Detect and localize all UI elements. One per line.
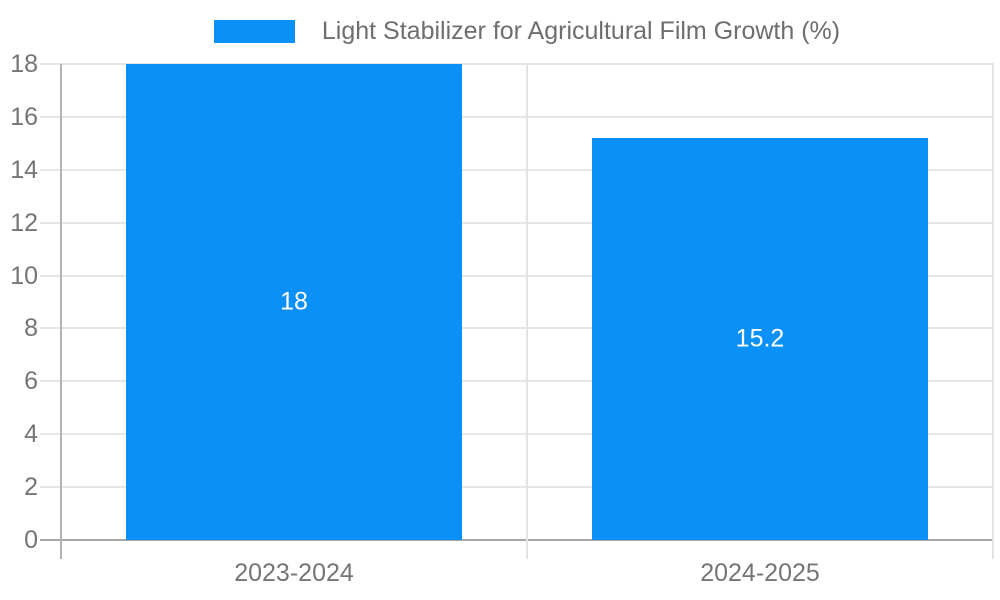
y-axis-tick-label: 12 xyxy=(10,208,38,237)
y-axis-tick-label: 4 xyxy=(24,420,38,449)
bar-value-label: 18 xyxy=(280,287,308,316)
plot-right-border xyxy=(992,64,994,559)
legend-label: Light Stabilizer for Agricultural Film G… xyxy=(321,16,841,45)
x-axis-baseline xyxy=(40,539,994,541)
y-axis-tick-label: 6 xyxy=(24,367,38,396)
bar[interactable] xyxy=(592,138,928,540)
gridline xyxy=(40,221,994,224)
gridline xyxy=(40,63,994,65)
gridline xyxy=(40,115,994,118)
category-divider-line xyxy=(526,64,528,559)
legend: Light Stabilizer for Agricultural Film G… xyxy=(61,17,993,45)
y-axis-tick-label: 0 xyxy=(24,526,38,554)
gridline xyxy=(40,274,994,277)
legend-swatch xyxy=(213,19,295,43)
gridline xyxy=(40,168,994,171)
y-axis-tick-label: 14 xyxy=(10,155,38,184)
bar-value-label: 15.2 xyxy=(735,324,785,353)
gridline xyxy=(40,327,994,330)
gridline xyxy=(40,486,994,489)
y-axis-line xyxy=(60,64,62,559)
x-axis-category-label: 2024-2025 xyxy=(700,559,820,587)
gridline xyxy=(40,433,994,436)
y-axis-tick-label: 10 xyxy=(10,261,38,290)
bar[interactable] xyxy=(126,64,462,540)
x-axis-category-label: 2023-2024 xyxy=(234,559,354,587)
y-axis-tick-label: 16 xyxy=(10,102,38,131)
y-axis-tick-label: 2 xyxy=(24,473,38,502)
gridline xyxy=(40,380,994,383)
y-axis-tick-label: 18 xyxy=(10,50,38,78)
y-axis-tick-label: 8 xyxy=(24,314,38,343)
